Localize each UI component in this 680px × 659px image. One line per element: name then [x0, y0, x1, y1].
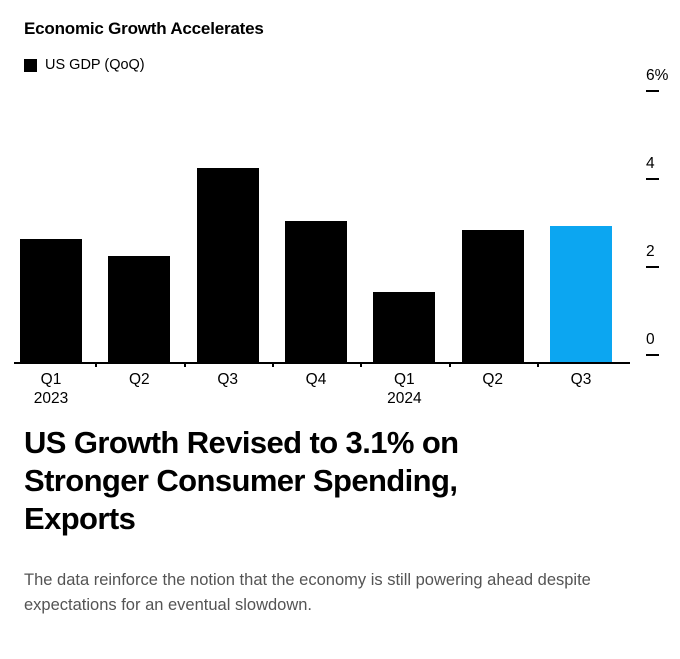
headline: US Growth Revised to 3.1% on Stronger Co… [24, 425, 459, 536]
y-axis-label: 6% [646, 67, 669, 84]
article-card: Economic Growth Accelerates US GDP (QoQ)… [14, 18, 668, 614]
bar-4 [284, 221, 347, 362]
plot-area: 6% 4 2 0 Q1 2023 Q2 Q3 Q4 Q1 2024 Q2 Q3 [14, 67, 668, 407]
chart-legend: US GDP (QoQ) [24, 56, 656, 74]
bar-5 [373, 291, 436, 362]
bar-2 [108, 256, 171, 362]
x-axis-label: Q3 [217, 371, 238, 388]
x-tick-mark-icon [183, 362, 186, 367]
y-axis-label: 0 [646, 331, 655, 348]
chart-title: Economic Growth Accelerates [24, 19, 264, 38]
y-tick-mark-icon [646, 266, 659, 268]
x-axis-label: Q1 2023 [33, 371, 69, 407]
y-axis-label: 2 [646, 243, 655, 260]
y-axis-tick: 0 [646, 330, 659, 356]
x-axis-label: Q2 [482, 371, 503, 388]
x-axis-label: Q2 [128, 371, 150, 388]
y-axis-tick: 2 [646, 242, 659, 268]
gdp-chart: Economic Growth Accelerates US GDP (QoQ)… [14, 18, 668, 407]
y-axis-label: 4 [646, 155, 655, 172]
x-tick-mark-icon [360, 362, 363, 367]
legend-swatch-icon [24, 58, 37, 72]
x-tick-mark-icon [95, 362, 98, 367]
y-tick-mark-icon [646, 178, 659, 180]
legend-label: US GDP (QoQ) [45, 57, 145, 73]
y-tick-mark-icon [646, 354, 659, 356]
bar-6 [461, 230, 524, 362]
x-axis-label: Q4 [305, 371, 327, 388]
x-axis-line [14, 362, 630, 364]
x-tick-mark-icon [271, 362, 274, 367]
x-axis-label: Q1 2024 [387, 371, 422, 407]
deck: The data reinforce the notion that the e… [24, 571, 591, 614]
x-axis-label: Q3 [570, 371, 592, 388]
bar-7 [549, 225, 612, 362]
bar-1 [20, 238, 82, 362]
x-tick-mark-icon [536, 362, 539, 367]
y-axis-tick: 6% [646, 66, 668, 92]
bars-group [20, 90, 612, 362]
bar-3 [196, 168, 259, 362]
y-tick-mark-icon [646, 90, 659, 92]
x-tick-mark-icon [448, 362, 451, 367]
y-axis-tick: 4 [646, 154, 659, 180]
